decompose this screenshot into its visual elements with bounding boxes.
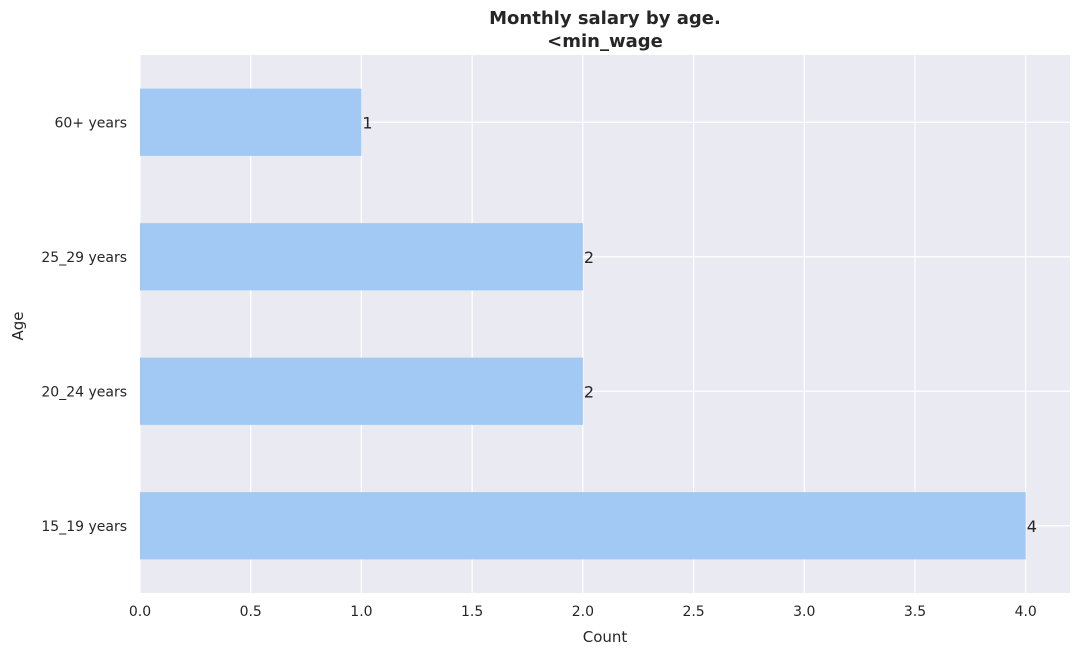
x-axis-label: Count (583, 628, 628, 646)
bar-20-24-years (140, 357, 583, 425)
x-tick-label: 1.5 (461, 604, 483, 620)
bar-25-29-years (140, 223, 583, 291)
x-tick-label: 0.0 (129, 604, 151, 620)
y-tick-labels: 15_19 years 20_24 years 25_29 years 60+ yea… (41, 115, 127, 535)
x-tick-label: 2.0 (572, 604, 594, 620)
x-tick-label: 0.5 (240, 604, 262, 620)
bar-value-label: 4 (1027, 517, 1037, 536)
bars (140, 88, 1026, 560)
bar-value-label: 2 (584, 248, 594, 267)
x-tick-label: 3.5 (904, 604, 926, 620)
bar-labels: 4 2 2 1 (362, 113, 1036, 536)
y-tick-label: 60+ years (54, 115, 127, 131)
y-tick-label: 25_29 years (41, 250, 127, 266)
chart-subtitle: <min_wage (547, 31, 663, 52)
bar-value-label: 1 (362, 113, 372, 132)
x-tick-label: 4.0 (1015, 604, 1037, 620)
y-tick-label: 20_24 years (41, 384, 127, 400)
bar-60-years (140, 88, 362, 156)
x-tick-labels: 0.0 0.5 1.0 1.5 2.0 2.5 3.0 3.5 4.0 (129, 604, 1037, 620)
bar-value-label: 2 (584, 382, 594, 401)
bar-15-19-years (140, 492, 1026, 560)
x-tick-label: 3.0 (793, 604, 815, 620)
y-tick-label: 15_19 years (41, 519, 127, 535)
x-tick-label: 1.0 (350, 604, 372, 620)
chart-title: Monthly salary by age. (489, 8, 721, 29)
x-tick-label: 2.5 (682, 604, 704, 620)
y-axis-label: Age (9, 311, 27, 340)
